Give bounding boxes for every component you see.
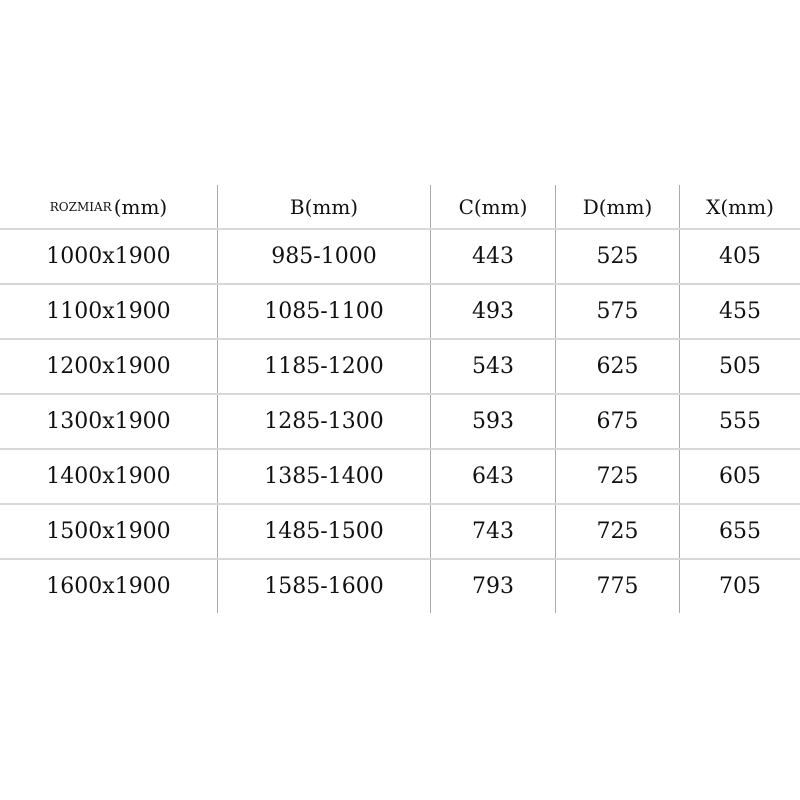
cell-c: 593 — [431, 395, 556, 448]
header-label: X — [706, 194, 721, 219]
cell-b: 1585-1600 — [218, 560, 431, 613]
cell-d: 725 — [556, 505, 680, 558]
cell-d: 675 — [556, 395, 680, 448]
cell-x: 555 — [719, 409, 761, 434]
cell-c: 493 — [431, 285, 556, 338]
header-label: C — [458, 194, 474, 219]
cell-size: 1600x1900 — [0, 560, 218, 613]
header-d: D (mm) — [556, 185, 680, 228]
cell-b: 1385-1400 — [218, 450, 431, 503]
header-rozmiar: ROZMIAR (mm) — [0, 185, 218, 228]
cell-b: 985-1000 — [218, 230, 431, 283]
table-row: 1300x1900 1285-1300 593 675 555 — [0, 395, 800, 450]
cell-x: 705 — [719, 574, 761, 599]
cell-c: 543 — [431, 340, 556, 393]
header-row: ROZMIAR (mm) B (mm) C (mm) D (mm) X (mm) — [0, 185, 800, 230]
table-row: 1500x1900 1485-1500 743 725 655 — [0, 505, 800, 560]
cell-d: 525 — [556, 230, 680, 283]
cell-b: 1185-1200 — [218, 340, 431, 393]
header-c: C (mm) — [431, 185, 556, 228]
cell-size: 1500x1900 — [0, 505, 218, 558]
header-unit: (mm) — [304, 194, 359, 219]
cell-d: 775 — [556, 560, 680, 613]
cell-size: 1000x1900 — [0, 230, 218, 283]
header-x: X (mm) — [680, 185, 800, 228]
header-label: ROZMIAR — [49, 199, 112, 214]
table-row: 1600x1900 1585-1600 793 775 705 — [0, 560, 800, 613]
cell-x: 605 — [719, 464, 761, 489]
header-unit: (mm) — [113, 194, 168, 219]
cell-c: 443 — [431, 230, 556, 283]
size-table: ROZMIAR (mm) B (mm) C (mm) D (mm) X (mm) 1000… — [0, 185, 800, 613]
cell-b: 1085-1100 — [218, 285, 431, 338]
cell-x: 405 — [719, 244, 761, 269]
cell-size: 1200x1900 — [0, 340, 218, 393]
cell-size: 1300x1900 — [0, 395, 218, 448]
cell-x: 505 — [719, 354, 761, 379]
cell-d: 575 — [556, 285, 680, 338]
table-row: 1000x1900 985-1000 443 525 405 — [0, 230, 800, 285]
cell-x: 455 — [719, 299, 761, 324]
table-row: 1200x1900 1185-1200 543 625 505 — [0, 340, 800, 395]
header-label: B — [289, 194, 305, 219]
header-label: D — [582, 194, 599, 219]
header-b: B (mm) — [218, 185, 431, 228]
cell-c: 793 — [431, 560, 556, 613]
header-unit: (mm) — [598, 194, 653, 219]
cell-d: 625 — [556, 340, 680, 393]
cell-b: 1285-1300 — [218, 395, 431, 448]
header-unit: (mm) — [473, 194, 528, 219]
cell-c: 643 — [431, 450, 556, 503]
cell-size: 1100x1900 — [0, 285, 218, 338]
cell-b: 1485-1500 — [218, 505, 431, 558]
header-unit: (mm) — [720, 194, 774, 219]
cell-c: 743 — [431, 505, 556, 558]
cell-x: 655 — [719, 519, 761, 544]
cell-size: 1400x1900 — [0, 450, 218, 503]
cell-d: 725 — [556, 450, 680, 503]
table-row: 1400x1900 1385-1400 643 725 605 — [0, 450, 800, 505]
table-row: 1100x1900 1085-1100 493 575 455 — [0, 285, 800, 340]
